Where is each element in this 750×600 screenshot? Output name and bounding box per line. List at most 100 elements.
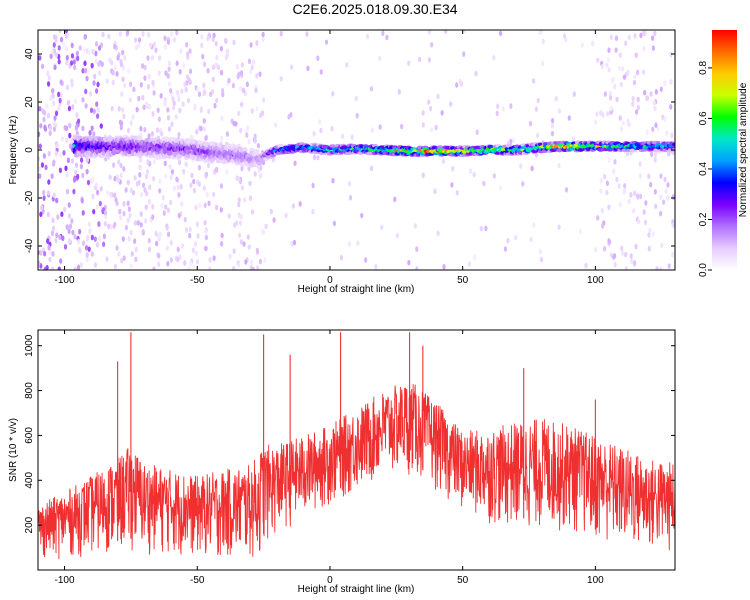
spectrogram-noise-cell: [83, 67, 88, 74]
spectrogram-noise-cell: [108, 174, 112, 181]
spectrogram-noise-cell: [113, 43, 117, 50]
spectrogram-noise-cell: [165, 223, 169, 229]
spectrogram-noise-cell: [482, 180, 486, 187]
spectrogram-noise-cell: [126, 217, 130, 224]
spectrogram-noise-cell: [185, 41, 189, 48]
spectrogram-noise-cell: [620, 245, 624, 252]
spectrogram-noise-cell: [243, 197, 247, 203]
spectrogram-noise-cell: [263, 257, 267, 263]
spectrogram-noise-cell: [179, 48, 183, 55]
spectrogram-noise-cell: [86, 67, 90, 73]
spectrogram-noise-cell: [250, 64, 254, 71]
spectrogram-noise-cell: [112, 162, 116, 168]
spectrogram-noise-cell: [255, 247, 259, 254]
spectrogram-noise-cell: [202, 90, 206, 97]
spectrogram-noise-cell: [151, 79, 155, 86]
spectrogram-noise-cell: [95, 241, 100, 248]
snr-x-tick-label: -100: [55, 575, 75, 586]
spectrogram-noise-cell: [436, 93, 440, 100]
spectrogram-noise-cell: [39, 123, 43, 129]
spectrogram-noise-cell: [65, 59, 69, 66]
spectrogram-noise-cell: [71, 104, 75, 110]
spectrogram-noise-cell: [615, 176, 619, 183]
spectrogram-noise-cell: [141, 182, 146, 189]
spectrogram-noise-cell: [647, 232, 651, 238]
spectrogram-noise-cell: [74, 124, 78, 131]
spectrogram-noise-cell: [99, 123, 103, 129]
spectrogram-noise-cell: [484, 225, 488, 232]
spectrogram-noise-cell: [202, 126, 206, 132]
spectrogram-noise-cell: [645, 129, 649, 136]
spectrogram-noise-cell: [67, 202, 71, 208]
spectrogram-noise-cell: [607, 47, 611, 54]
spectrogram-noise-cell: [613, 261, 617, 268]
spectrogram-noise-cell: [133, 175, 137, 181]
spectrogram-noise-cell: [248, 195, 253, 201]
spectrogram-noise-cell: [407, 60, 411, 66]
spectrogram-noise-cell: [235, 220, 239, 226]
spectrogram-noise-cell: [70, 78, 74, 85]
spectrogram-noise-cell: [498, 184, 503, 191]
spectrogram-noise-cell: [152, 158, 156, 165]
spectrogram-noise-cell: [356, 240, 360, 247]
spectrogram-noise-cell: [195, 258, 200, 265]
spectrogram-noise-cell: [341, 133, 345, 140]
spectrogram-noise-cell: [253, 133, 257, 140]
spectrogram-noise-cell: [158, 188, 162, 194]
spectrogram-noise-cell: [55, 142, 59, 149]
spectrogram-noise-cell: [67, 228, 71, 235]
spectrogram-noise-cell: [143, 64, 147, 71]
spectrogram-noise-cell: [61, 235, 65, 242]
spectrogram-noise-cell: [255, 73, 259, 79]
spectrogram-noise-cell: [634, 109, 639, 115]
spectrogram-noise-cell: [167, 126, 172, 132]
spectrogram-noise-cell: [52, 100, 56, 107]
spectrogram-noise-cell: [166, 107, 170, 113]
snr-panel: -100 -50 0 50 100 200 400 600 800 1000 Height of…: [8, 329, 676, 595]
spectrogram-noise-cell: [534, 106, 539, 112]
spectrogram-noise-cell: [654, 89, 658, 95]
spectrogram-noise-cell: [530, 165, 534, 172]
spectrogram-noise-cell: [127, 206, 131, 212]
spectrogram-noise-cell: [612, 254, 616, 260]
spectrogram-noise-cell: [142, 104, 146, 111]
spectrogram-noise-cell: [92, 80, 96, 86]
spectrogram-noise-cell: [172, 104, 176, 111]
spectrogram-noise-cell: [101, 31, 105, 38]
spectrogram-noise-cell: [618, 115, 622, 121]
snr-y-tick-label: 1000: [24, 334, 35, 357]
spectrogram-noise-cell: [532, 222, 536, 228]
spectrogram-noise-cell: [139, 125, 143, 132]
spectrogram-noise-cell: [605, 180, 610, 187]
spectrogram-noise-cell: [514, 234, 518, 241]
spectrogram-noise-cell: [73, 266, 77, 270]
spectrogram-noise-cell: [65, 125, 69, 132]
spectrogram-noise-cell: [43, 250, 47, 257]
spectrogram-noise-cell: [168, 81, 172, 87]
spectrogram-noise-cell: [178, 107, 182, 114]
spectrogram-noise-cell: [671, 194, 675, 200]
spectrogram-noise-cell: [639, 32, 643, 39]
spectrogram-noise-cell: [345, 62, 349, 68]
spectrogram-noise-cell: [633, 33, 637, 39]
spectrogram-noise-cell: [614, 47, 618, 53]
spectrogram-noise-cell: [67, 105, 72, 112]
spectrogram-noise-cell: [663, 80, 667, 87]
spectrogram-noise-cell: [503, 246, 508, 252]
spectrogram-noise-cell: [418, 56, 422, 63]
spectrogram-noise-cell: [199, 125, 203, 132]
spectrogram-noise-cell: [198, 202, 202, 209]
spectrogram-noise-cell: [115, 71, 119, 77]
spectrogram-noise-cell: [634, 243, 638, 250]
spectrogram-noise-cell: [311, 182, 315, 189]
spectrogram-noise-cell: [659, 86, 663, 93]
spectrogram-noise-cell: [261, 229, 266, 236]
spectrogram-noise-cell: [571, 136, 576, 143]
spectrogram-noise-cell: [54, 37, 58, 44]
spectrogram-noise-cell: [135, 106, 139, 113]
snr-series-line: [38, 384, 675, 560]
spectrogram-noise-cell: [67, 213, 72, 219]
spectrogram-noise-cell: [227, 213, 231, 219]
spectrogram-noise-cell: [68, 143, 73, 149]
spectrogram-noise-cell: [111, 69, 115, 76]
